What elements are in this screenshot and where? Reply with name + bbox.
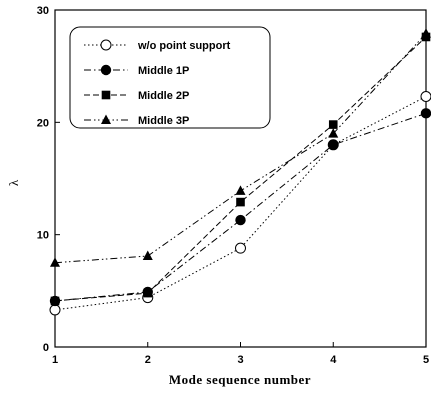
point-middle-3p xyxy=(50,257,60,267)
x-axis-title: Mode sequence number xyxy=(169,372,311,387)
point-middle-1p xyxy=(328,139,339,150)
point-middle-3p xyxy=(142,250,153,261)
legend-marker-middle-3p xyxy=(101,114,111,124)
point-middle-3p xyxy=(235,185,246,195)
y-tick-label: 20 xyxy=(37,117,49,129)
legend-marker-w-o-point-support xyxy=(100,39,112,51)
point-middle-2p xyxy=(143,288,153,298)
y-tick-label: 30 xyxy=(37,5,49,17)
point-middle-2p xyxy=(50,296,60,306)
point-middle-3p xyxy=(421,28,431,38)
legend-marker-middle-2p xyxy=(101,90,111,100)
point-middle-2p xyxy=(236,197,245,207)
legend-label-middle-1p: Middle 1P xyxy=(138,65,189,77)
x-tick-label: 3 xyxy=(237,354,243,366)
point-middle-1p xyxy=(420,108,431,119)
series-group xyxy=(49,28,431,316)
point-w-o-point-support xyxy=(235,242,246,254)
x-tick-label: 5 xyxy=(423,354,429,366)
y-axis-title: λ xyxy=(6,179,21,186)
point-middle-1p xyxy=(235,214,246,226)
x-tick-label: 2 xyxy=(145,354,151,366)
point-w-o-point-support xyxy=(49,304,61,316)
axis-ticks: 1 2 3 4 5 0 10 20 30 xyxy=(37,5,429,366)
point-middle-2p xyxy=(328,120,338,129)
point-middle-3p xyxy=(328,128,339,138)
legend-label-middle-2p: Middle 2P xyxy=(138,90,189,102)
x-tick-label: 1 xyxy=(52,354,58,366)
x-tick-label: 4 xyxy=(330,354,337,366)
legend-label-w-o-point-support: w/o point support xyxy=(137,40,231,52)
series-line-w-o-point-support xyxy=(54,96,427,311)
legend-marker-middle-1p xyxy=(100,64,112,76)
y-tick-label: 0 xyxy=(43,342,49,354)
y-tick-label: 10 xyxy=(37,230,49,242)
point-w-o-point-support xyxy=(420,90,431,102)
legend-box xyxy=(69,26,271,129)
legend: w/o point support Middle 1P Middle 2P Middl… xyxy=(69,26,271,129)
legend-label-middle-3p: Middle 3P xyxy=(138,115,189,127)
series-line-middle-1p xyxy=(54,112,427,302)
